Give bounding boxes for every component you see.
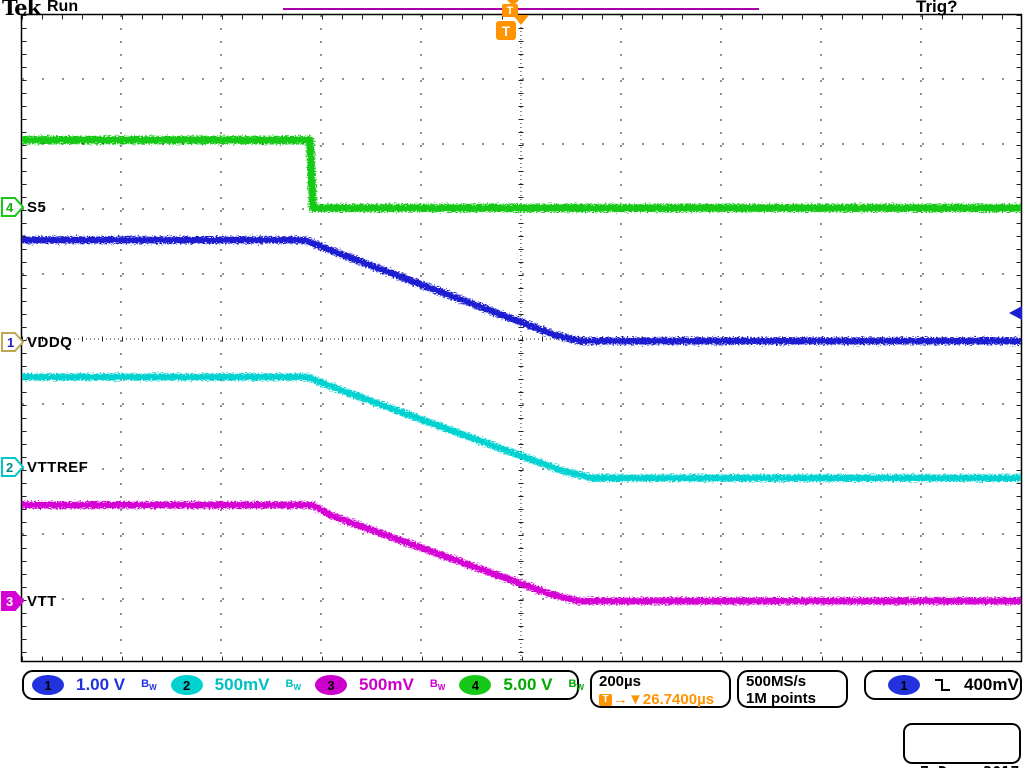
svg-text:1: 1	[7, 335, 14, 350]
channel-4-label: S5	[27, 198, 47, 216]
channel-3-bandwidth-icon: BW	[429, 677, 446, 693]
channel-1-ellipse: 1	[32, 675, 64, 695]
acquisition-readout: 500MS/s 1M points	[737, 670, 848, 708]
channel-4-badge-icon: 4	[1, 197, 24, 217]
channel-1-badge-icon: 1	[1, 332, 24, 352]
channel-4-marker: 4 S5	[1, 197, 46, 217]
trigger-status: Trig?	[916, 0, 958, 16]
channel-2-label: VTTREF	[27, 458, 89, 476]
sample-rate: 500MS/s	[746, 673, 807, 690]
channel-1-label: VDDQ	[27, 333, 73, 351]
graticule-border	[20, 13, 1023, 663]
channel-3-scale: 500mV	[359, 675, 414, 694]
falling-edge-icon	[935, 679, 950, 691]
acquisition-status: Run	[47, 0, 79, 15]
trigger-level: 400mV	[964, 675, 1019, 694]
trigger-readout: 1 400mV	[864, 670, 1022, 700]
channel-2-ellipse: 2	[170, 675, 203, 695]
date-label: 7 Dec 2017	[911, 763, 1019, 768]
tek-logo: Tek	[2, 0, 41, 20]
trace-s5	[22, 136, 1021, 212]
trace-vtt	[22, 501, 1021, 605]
trace-vttref	[22, 373, 1021, 482]
trigger-flag-icon	[496, 21, 516, 40]
vertical-scale-readout: 1 1.00 V BW 2 500mV BW 3 500mV BW 4 5.00…	[22, 670, 584, 700]
timebase-scale: 200µs	[599, 673, 642, 690]
trigger-time-readout: T →▼26.7400µs	[599, 691, 722, 708]
channel-2-marker: 2 VTTREF	[1, 457, 88, 477]
trigger-time-flag-icon: T	[599, 693, 612, 706]
channel-2-badge-icon: 2	[1, 457, 24, 477]
datetime-readout: 7 Dec 2017 15:00:18	[903, 723, 1021, 768]
svg-text:4: 4	[6, 200, 14, 215]
trigger-source-ellipse: 1	[888, 675, 920, 695]
record-length: 1M points	[746, 690, 816, 707]
timebase-readout: 200µs T →▼26.7400µs	[590, 670, 731, 708]
record-trigger-flag-icon	[502, 4, 518, 17]
trigger-position-marker: T	[496, 15, 529, 40]
channel-3-marker: 3 VTT	[1, 591, 57, 611]
trigger-flag-label: T	[502, 23, 511, 39]
trigger-level-arrow-icon	[1009, 306, 1022, 320]
record-view-bar: T	[283, 0, 759, 17]
channel-4-scale: 5.00 V	[503, 675, 553, 694]
channel-4-bandwidth-icon: BW	[568, 677, 585, 693]
trigger-position-arrow-icon	[513, 15, 529, 25]
channel-1-marker: 1 VDDQ	[1, 332, 72, 352]
record-trigger-flag-label: T	[507, 5, 514, 17]
channel-4-ellipse: 4	[459, 675, 492, 695]
channel-3-label: VTT	[27, 592, 57, 610]
channel-2-bandwidth-icon: BW	[285, 677, 302, 693]
record-trigger-arrow-icon	[507, 0, 519, 6]
trace-vddq	[22, 236, 1021, 345]
waveform-traces	[22, 136, 1021, 605]
channel-1-scale: 1.00 V	[76, 675, 126, 694]
channel-2-scale: 500mV	[214, 675, 270, 694]
trigger-time-value: →▼26.7400µs	[613, 691, 715, 708]
channel-3-ellipse: 3	[315, 675, 348, 695]
svg-text:3: 3	[6, 594, 13, 609]
svg-text:2: 2	[6, 460, 13, 475]
channel-1-bandwidth-icon: BW	[141, 677, 157, 693]
channel-3-badge-icon: 3	[1, 591, 24, 611]
